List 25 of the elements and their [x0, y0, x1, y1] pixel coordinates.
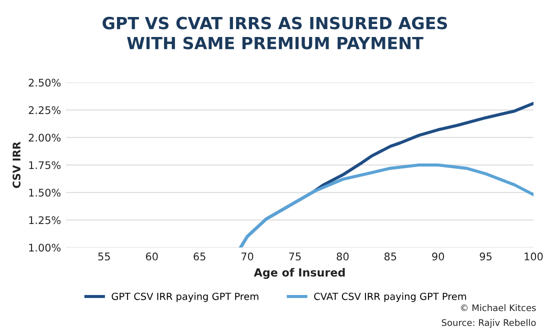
y-tick-label: 1.75%	[29, 161, 61, 170]
y-tick-label: 2.00%	[28, 134, 61, 142]
x-tick-label: 65	[194, 252, 206, 260]
x-tick-label: 80	[336, 252, 349, 260]
x-tick-label: 70	[242, 252, 254, 260]
x-tick-label: 95	[480, 252, 492, 260]
x-tick-label: 85	[384, 252, 396, 260]
x-tick-label: 55	[98, 252, 110, 260]
legend-label: GPT CSV IRR paying GPT Prem	[112, 292, 258, 302]
x-tick-label: 75	[289, 252, 301, 260]
y-tick-label: 1.50%	[29, 188, 61, 197]
y-tick-label: 2.25%	[28, 106, 61, 114]
y-tick-label: 1.00%	[29, 244, 61, 252]
y-tick-label: 1.25%	[29, 216, 61, 224]
x-tick-label: 60	[146, 252, 158, 260]
chart-title: GPT VS CVAT IRRS AS INSURED AGES WITH SAME PREMIUM PAYMENT	[102, 16, 448, 50]
y-axis-title: CSV IRR	[12, 142, 20, 188]
y-tick-label: 2.50%	[28, 78, 61, 87]
source-note: Source: Rajiv Rebello	[442, 319, 536, 328]
x-axis-title: Age of Insured	[254, 268, 345, 279]
text: © Michael Kitces	[460, 304, 536, 312]
legend-label: CVAT CSV IRR paying GPT Prem	[314, 292, 466, 302]
line-series	[239, 163, 534, 248]
x-tick-label: 100	[524, 252, 543, 260]
x-tick-label: 90	[432, 252, 444, 260]
